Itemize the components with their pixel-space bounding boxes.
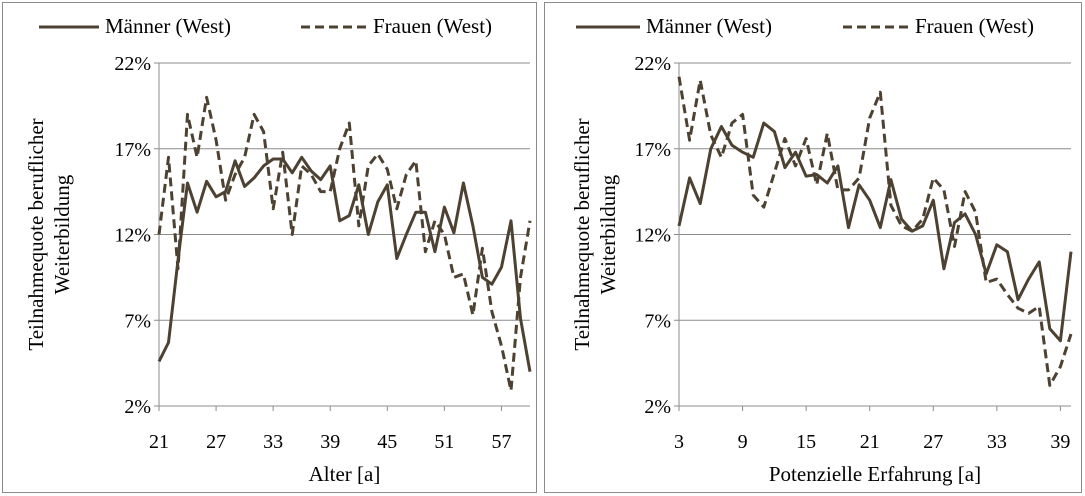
x-tick-label: 33 — [987, 431, 1007, 453]
x-axis-title: Potenzielle Erfahrung [a] — [769, 462, 981, 486]
x-axis-title: Alter [a] — [309, 462, 381, 486]
legend-label: Frauen (West) — [915, 14, 1034, 38]
x-tick-label: 21 — [860, 431, 880, 453]
x-tick-label: 27 — [923, 431, 943, 453]
x-tick-label: 27 — [206, 431, 226, 453]
x-tick-label: 33 — [263, 431, 283, 453]
series-line-frauen — [677, 76, 1073, 387]
chart-panel-experience: 2% 7% 12% 17% 22% 3 9 15 21 27 33 39 Männer (West) Fr… — [544, 2, 1082, 493]
y-tick-label: 7% — [124, 310, 151, 332]
x-tick-label: 57 — [491, 431, 511, 453]
y-tick-label: 22% — [634, 53, 671, 75]
legend-label: Männer (West) — [646, 14, 772, 38]
x-tick-label: 15 — [796, 431, 816, 453]
chart-panel-age: 2% 7% 12% 17% 22% 21 27 33 39 45 51 57 Männer (West)… — [2, 2, 537, 493]
y-tick-label: 12% — [634, 225, 671, 247]
legend-label: Männer (West) — [105, 14, 231, 38]
series-line-frauen — [157, 95, 532, 393]
y-axis-title: Weiterbildung — [50, 174, 74, 294]
y-tick-label: 17% — [114, 139, 151, 161]
x-tick-label: 51 — [434, 431, 454, 453]
y-axis-title: Teilnahmequote beruflicher — [570, 118, 594, 350]
x-tick-label: 3 — [674, 431, 684, 453]
y-tick-label: 22% — [114, 53, 151, 75]
y-tick-label: 2% — [124, 396, 151, 418]
y-tick-label: 7% — [644, 310, 671, 332]
x-tick-label: 39 — [1050, 431, 1070, 453]
x-tick-label: 9 — [738, 431, 748, 453]
y-tick-label: 12% — [114, 225, 151, 247]
y-tick-label: 17% — [634, 139, 671, 161]
x-tick-label: 39 — [320, 431, 340, 453]
y-tick-label: 2% — [644, 396, 671, 418]
chart-age-svg: 2% 7% 12% 17% 22% 21 27 33 39 45 51 57 Männer (West)… — [24, 14, 532, 486]
y-axis-title: Teilnahmequote beruflicher — [24, 118, 48, 350]
y-axis-title: Weiterbildung — [596, 174, 620, 294]
x-tick-label: 21 — [149, 431, 169, 453]
series-line-maenner — [677, 121, 1073, 343]
x-tick-label: 45 — [377, 431, 397, 453]
series-line-maenner — [157, 155, 532, 372]
legend-label: Frauen (West) — [373, 14, 492, 38]
